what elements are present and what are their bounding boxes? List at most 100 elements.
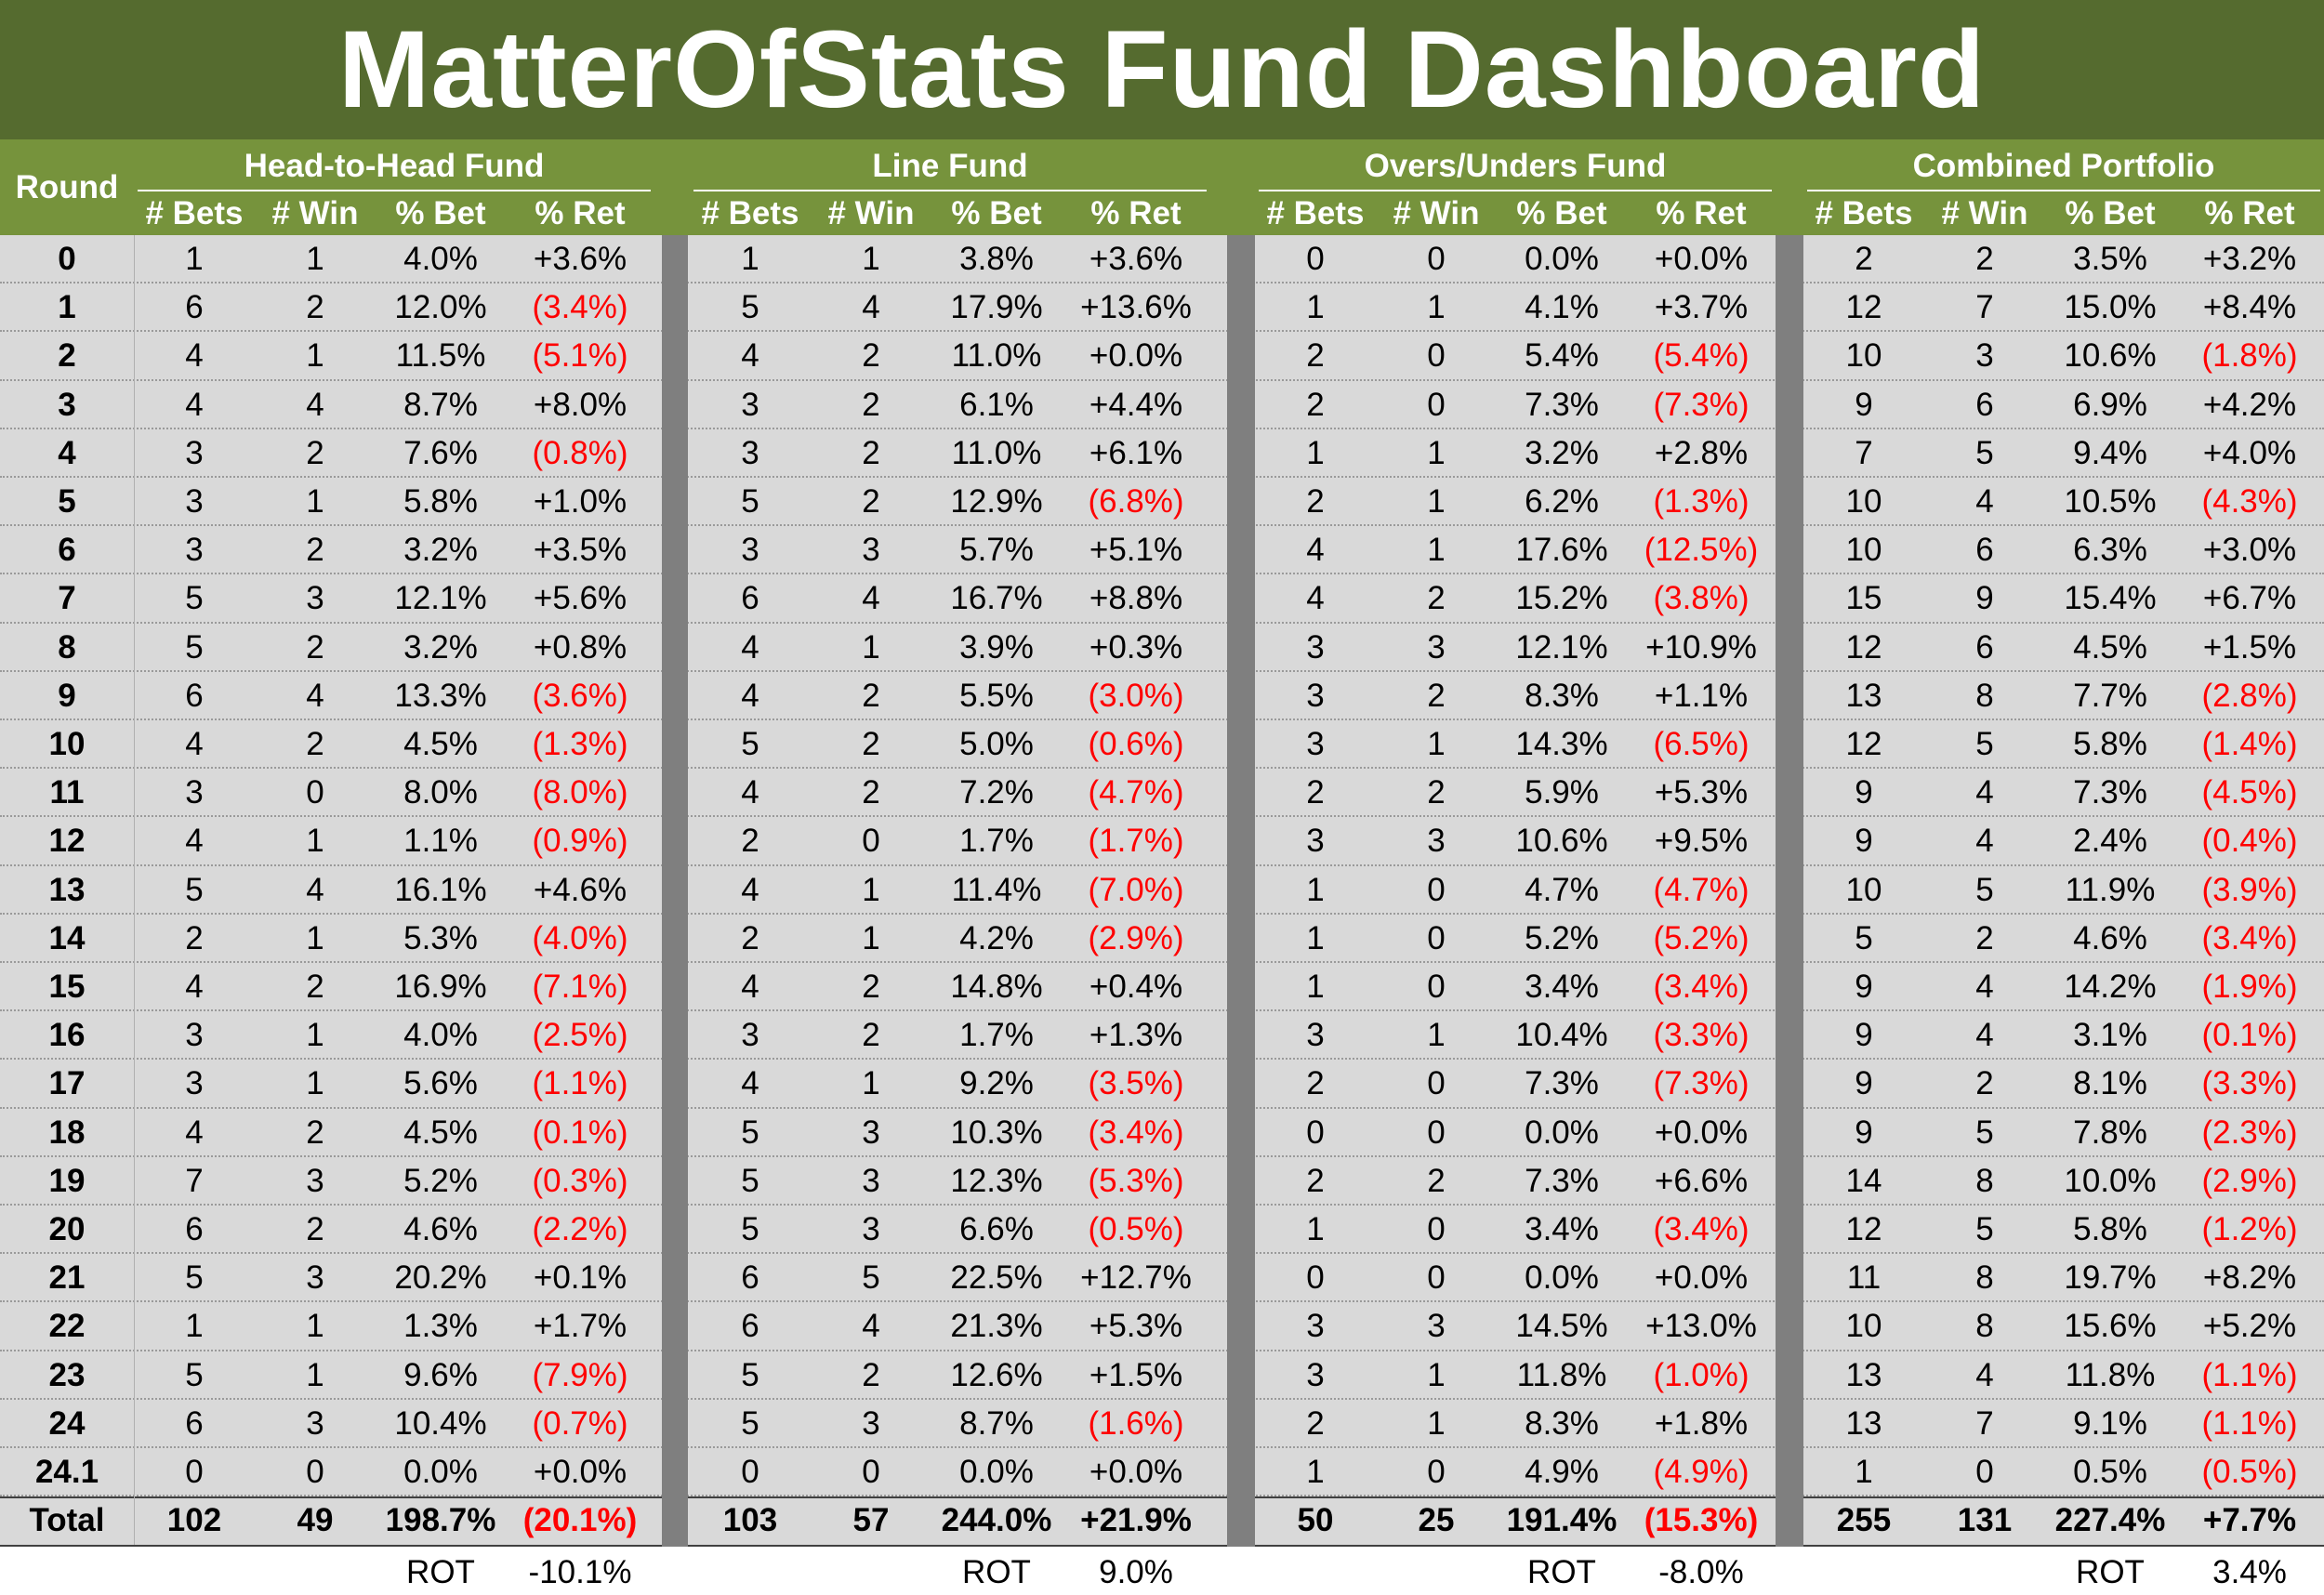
data-cell: 0.0%	[1525, 241, 1599, 278]
data-cell: 4	[1306, 580, 1325, 617]
round-cell: 6	[58, 532, 76, 569]
total-cell: +7.7%	[2202, 1502, 2297, 1539]
group-underline	[1807, 190, 2320, 191]
data-cell: +4.2%	[2202, 386, 2297, 423]
data-cell: 1	[306, 823, 324, 860]
data-cell: (4.5%)	[2201, 774, 2298, 811]
data-cell: 1	[1306, 1454, 1325, 1491]
data-cell: 4	[185, 1114, 204, 1151]
total-cell: 103	[722, 1502, 778, 1539]
data-cell: +5.3%	[1089, 1308, 1183, 1345]
data-cell: 7.3%	[1525, 1162, 1599, 1199]
column-header: # Bets	[145, 194, 244, 231]
total-cell: 49	[297, 1502, 334, 1539]
data-cell: 21.3%	[950, 1308, 1043, 1345]
data-cell: (4.0%)	[532, 919, 628, 956]
data-cell: 4.6%	[2073, 919, 2147, 956]
data-cell: 22.5%	[950, 1259, 1043, 1297]
data-cell: 14.8%	[950, 969, 1043, 1006]
data-cell: 5	[741, 1162, 759, 1199]
group-underline	[693, 190, 1207, 191]
data-cell: 9.1%	[2073, 1404, 2147, 1442]
total-cell: 102	[166, 1502, 222, 1539]
data-cell: (3.8%)	[1653, 580, 1750, 617]
data-cell: 2	[1427, 1162, 1446, 1199]
data-cell: +12.7%	[1080, 1259, 1192, 1297]
data-cell: 3	[1306, 628, 1325, 666]
data-cell: (0.5%)	[1088, 1211, 1184, 1248]
data-cell: 12	[1845, 628, 1882, 666]
group-separator	[1776, 235, 1803, 1548]
data-cell: +5.2%	[2202, 1308, 2297, 1345]
data-cell: 2	[185, 919, 204, 956]
data-cell: 11.0%	[951, 337, 1042, 375]
data-cell: 11.0%	[951, 434, 1042, 471]
data-cell: 1	[862, 1065, 880, 1102]
data-cell: (4.7%)	[1088, 774, 1184, 811]
data-cell: 4	[306, 871, 324, 908]
data-cell: 10.6%	[1515, 823, 1608, 860]
total-cell: 25	[1418, 1502, 1455, 1539]
data-cell: 2	[1855, 241, 1873, 278]
data-cell: 13	[1845, 1404, 1882, 1442]
data-cell: (0.9%)	[532, 823, 628, 860]
data-cell: 10	[1845, 1308, 1882, 1345]
data-cell: +4.0%	[2202, 434, 2297, 471]
data-cell: 4	[306, 386, 324, 423]
rot-label: ROT	[2076, 1554, 2145, 1591]
data-cell: 4	[1975, 483, 1994, 521]
table-row	[0, 332, 2324, 381]
table-row	[0, 380, 2324, 429]
data-cell: 1	[862, 919, 880, 956]
round-cell: 18	[48, 1114, 86, 1151]
data-cell: 1	[862, 871, 880, 908]
data-cell: 0	[1427, 241, 1446, 278]
table-row	[0, 769, 2324, 818]
data-cell: +4.6%	[533, 871, 627, 908]
data-cell: 11.8%	[2065, 1356, 2156, 1393]
data-cell: 3.8%	[959, 241, 1034, 278]
round-cell: 17	[48, 1065, 86, 1102]
data-cell: 10	[1845, 532, 1882, 569]
data-cell: 5.6%	[403, 1065, 478, 1102]
data-cell: 4.5%	[403, 726, 478, 763]
data-cell: 9	[1975, 580, 1994, 617]
data-cell: +13.0%	[1645, 1308, 1757, 1345]
round-cell: 4	[58, 434, 76, 471]
data-cell: 1	[185, 241, 204, 278]
round-cell: 12	[48, 823, 86, 860]
rot-value: -8.0%	[1658, 1554, 1744, 1591]
data-cell: (0.5%)	[2201, 1454, 2298, 1491]
data-cell: 1	[741, 241, 759, 278]
column-header: # Win	[271, 194, 359, 231]
data-cell: 3.2%	[1525, 434, 1599, 471]
data-cell: 4.1%	[1525, 289, 1599, 326]
data-cell: 1.1%	[403, 823, 478, 860]
table-row	[0, 1156, 2324, 1206]
data-cell: 16.1%	[394, 871, 487, 908]
data-cell: (1.8%)	[2201, 337, 2298, 375]
data-cell: 0	[1306, 1114, 1325, 1151]
data-cell: +13.6%	[1080, 289, 1192, 326]
round-cell: 2	[58, 337, 76, 375]
data-cell: (8.0%)	[532, 774, 628, 811]
column-header: # Win	[1393, 194, 1480, 231]
data-cell: 7.3%	[1525, 1065, 1599, 1102]
data-cell: 3.5%	[2073, 241, 2147, 278]
data-cell: 2	[1306, 1162, 1325, 1199]
data-cell: 12.9%	[950, 483, 1043, 521]
data-cell: (4.7%)	[1653, 871, 1750, 908]
data-cell: 4	[1975, 969, 1994, 1006]
data-cell: +0.0%	[1089, 1454, 1183, 1491]
data-cell: (0.8%)	[532, 434, 628, 471]
data-cell: 0	[1306, 241, 1325, 278]
data-cell: 2	[306, 1211, 324, 1248]
data-cell: 0	[1427, 1065, 1446, 1102]
column-header: % Bet	[1516, 194, 1607, 231]
data-cell: 4	[1975, 1356, 1994, 1393]
data-cell: +1.0%	[533, 483, 627, 521]
data-cell: 0.0%	[403, 1454, 478, 1491]
data-cell: 5	[185, 628, 204, 666]
data-cell: 5	[741, 726, 759, 763]
data-cell: 0	[862, 823, 880, 860]
